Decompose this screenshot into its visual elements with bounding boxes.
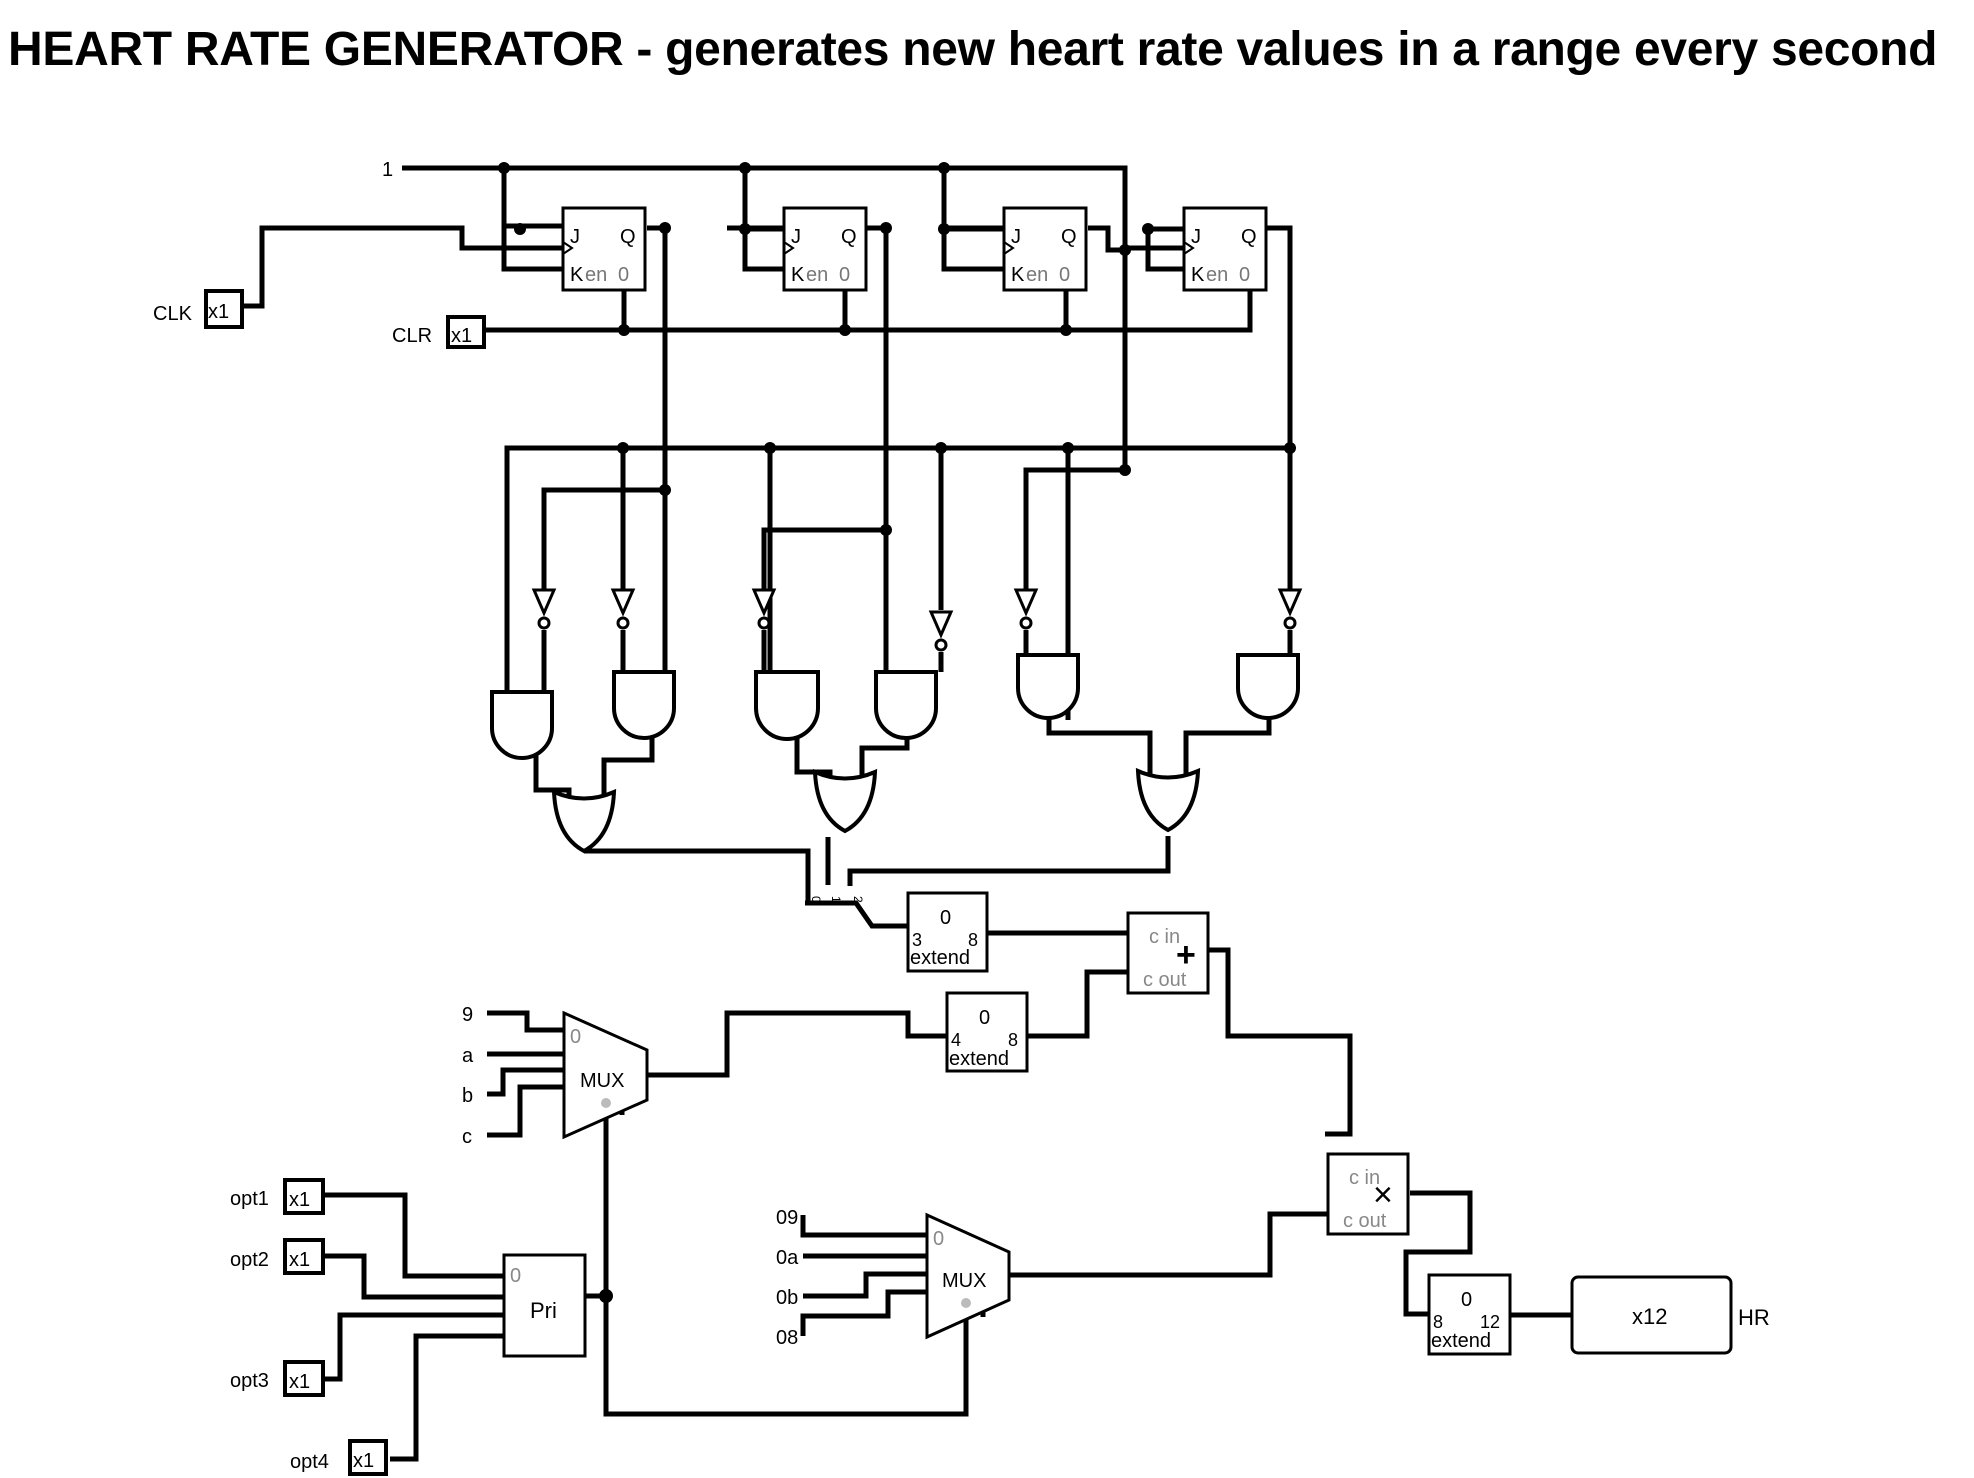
opt1-label: opt1 [230,1188,269,1210]
extender-3-to-8: 0 3 8 extend [906,891,989,973]
split-bit-1: 1 [829,896,843,903]
svg-text:MUX: MUX [580,1070,624,1092]
input-pins [204,289,486,1476]
svg-text:MUX: MUX [942,1270,986,1292]
mux2-const-0: 09 [776,1207,798,1229]
ff3-zero: 0 [1059,264,1070,286]
mux2-const-3: 08 [776,1327,798,1349]
ff1-q: Q [620,226,636,248]
and-gates [490,653,1300,760]
svg-text:0: 0 [979,1007,990,1029]
opt4-label: opt4 [290,1451,329,1473]
svg-text:c in: c in [1149,926,1180,948]
jk-flipflop-2: J Q K en 0 [782,206,868,292]
bit-splitter: 0 1 2 [809,896,865,903]
ff1-en: en [585,264,607,286]
output-width: x12 [1632,1304,1667,1329]
ff2-k: K [791,264,805,286]
svg-text:12: 12 [1480,1312,1500,1332]
svg-text:extend: extend [1431,1330,1491,1352]
svg-text:8: 8 [1008,1030,1018,1050]
mux-1: 0 MUX [562,1010,649,1140]
svg-text:Pri: Pri [530,1298,557,1323]
mux2-const-2: 0b [776,1287,798,1309]
opt1-pin-width[interactable]: x1 [289,1189,310,1211]
or-gates [551,767,1201,854]
mux1-const-1: a [462,1045,474,1067]
ff2-j: J [791,226,801,248]
svg-text:extend: extend [910,947,970,969]
adder: c in c out + [1126,911,1210,995]
svg-text:c out: c out [1343,1210,1387,1232]
not-gates [531,588,1303,652]
const-one-label: 1 [382,159,393,181]
ff4-q: Q [1241,226,1257,248]
jk-flipflop-4: J Q K en 0 [1182,206,1268,292]
svg-text:0: 0 [570,1026,581,1048]
multiplier: c in c out × [1326,1152,1410,1236]
ff1-k: K [570,264,584,286]
clr-label: CLR [392,325,432,347]
mux1-const-2: b [462,1085,473,1107]
svg-text:extend: extend [949,1048,1009,1070]
jk-flipflop-3: J Q K en 0 [1002,206,1088,292]
ff3-k: K [1011,264,1025,286]
wires [242,165,1572,1462]
svg-text:0: 0 [940,907,951,929]
priority-encoder: 0 Pri [502,1253,587,1358]
mux2-const-1: 0a [776,1247,799,1269]
opt2-label: opt2 [230,1249,269,1271]
svg-text:0: 0 [933,1228,944,1250]
ff4-k: K [1191,264,1205,286]
split-bit-2: 2 [851,896,865,903]
ff2-zero: 0 [839,264,850,286]
ff3-en: en [1026,264,1048,286]
ff4-j: J [1191,226,1201,248]
ff1-zero: 0 [618,264,629,286]
extender-4-to-8: 0 4 8 extend [945,991,1029,1073]
plus-icon: + [1176,936,1196,974]
opt2-pin-width[interactable]: x1 [289,1249,310,1271]
ff4-zero: 0 [1239,264,1250,286]
clk-label: CLK [153,303,193,325]
junction-dots [498,162,1296,1303]
split-bit-0: 0 [809,896,823,903]
clk-pin-width[interactable]: x1 [208,301,229,323]
clr-pin-width[interactable]: x1 [451,325,472,347]
opt3-label: opt3 [230,1370,269,1392]
ff3-q: Q [1061,226,1077,248]
ff2-q: Q [841,226,857,248]
multiply-icon: × [1373,1176,1393,1214]
page-title: HEART RATE GENERATOR - generates new hea… [8,23,1938,76]
svg-text:c in: c in [1349,1167,1380,1189]
svg-text:0: 0 [1461,1289,1472,1311]
mux1-const-3: c [462,1126,472,1148]
opt3-pin-width[interactable]: x1 [289,1371,310,1393]
mux-2: 0 MUX [925,1212,1011,1340]
output-label: HR [1738,1305,1770,1330]
ff3-j: J [1011,226,1021,248]
svg-text:0: 0 [510,1265,521,1287]
svg-text:8: 8 [968,930,978,950]
svg-text:4: 4 [951,1030,961,1050]
svg-text:8: 8 [1433,1312,1443,1332]
ff1-j: J [570,226,580,248]
jk-flipflop-1: J Q K en 0 [561,206,647,292]
mux1-const-0: 9 [462,1004,473,1026]
svg-text:3: 3 [912,930,922,950]
ff4-en: en [1206,264,1228,286]
opt4-pin-width[interactable]: x1 [353,1450,374,1472]
ff2-en: en [806,264,828,286]
extender-8-to-12: 0 8 12 extend [1427,1273,1512,1356]
output-pin-hr: x12 [1570,1275,1733,1355]
svg-text:c out: c out [1143,969,1187,991]
